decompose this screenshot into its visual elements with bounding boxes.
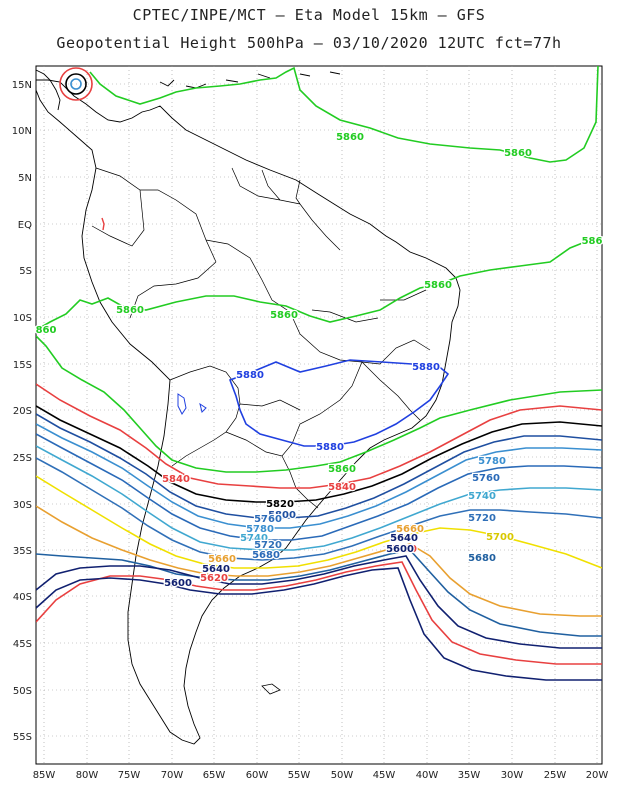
lon-tick-label: 80W <box>76 770 99 781</box>
contour-label: 5740 <box>468 491 496 502</box>
contour-label: 5700 <box>486 532 514 543</box>
lon-tick-label: 35W <box>458 770 481 781</box>
contour-label: 5780 <box>246 524 274 535</box>
coastline-south-america <box>36 79 461 745</box>
lat-tick-label: 35S <box>13 546 32 557</box>
contour-label: 5880 <box>316 442 344 453</box>
contour-label: 5600 <box>386 544 414 555</box>
lat-tick-label: 10N <box>12 126 32 137</box>
contour-5600 <box>36 567 602 681</box>
lon-tick-label: 25W <box>544 770 567 781</box>
lon-tick-label: 50W <box>331 770 354 781</box>
contour-labels: 5860 5860 586 5860 5860 5860 860 5860 5880 5880 58… <box>34 131 603 591</box>
contour-5740 <box>36 445 602 551</box>
contour-label: 5780 <box>478 456 506 467</box>
falkland-islands <box>261 683 281 695</box>
lake-titicaca <box>177 393 207 415</box>
contour-label: 5860 <box>504 148 532 159</box>
lon-tick-label: 20W <box>586 770 609 781</box>
lon-tick-label: 45W <box>373 770 396 781</box>
contour-5760 <box>36 433 602 541</box>
map-frame <box>35 65 603 765</box>
lat-tick-label: 5N <box>18 173 32 184</box>
contour-label: 5860 <box>336 132 364 143</box>
lat-tick-label: 45S <box>13 639 32 650</box>
contour-5660 <box>36 549 602 637</box>
lat-tick-label: 40S <box>13 592 32 603</box>
contour-label: 5860 <box>424 280 452 291</box>
contour-label: 5680 <box>252 550 280 561</box>
lat-tick-label: 5S <box>19 266 32 277</box>
lon-tick-label: 55W <box>288 770 311 781</box>
contour-label: 5820 <box>266 499 294 510</box>
contour-label: 5860 <box>328 464 356 475</box>
contour-label: 5620 <box>200 573 228 584</box>
contour-5780 <box>36 423 602 529</box>
contour-5860-south <box>36 335 602 473</box>
contour-high-center-outer <box>59 67 93 101</box>
contour-5700 <box>36 475 602 569</box>
contour-5680 <box>36 505 602 617</box>
contour-label: 5660 <box>208 554 236 565</box>
lat-tick-label: 55S <box>13 732 32 743</box>
latitude-labels: 15N 10N 5N EQ 5S 10S 15S 20S 25S 30S 35S 40S 45S 50S 5… <box>12 80 32 743</box>
galapagos-marker <box>101 217 105 231</box>
contour-5860-north <box>89 66 599 163</box>
lon-tick-label: 40W <box>416 770 439 781</box>
contour-label: 5880 <box>412 362 440 373</box>
contour-label: 5720 <box>468 513 496 524</box>
lon-tick-label: 65W <box>203 770 226 781</box>
contour-high-center-mid <box>65 73 87 95</box>
lon-tick-label: 85W <box>33 770 56 781</box>
contour-label: 5720 <box>254 540 282 551</box>
contour-label: 5800 <box>268 510 296 521</box>
lat-tick-label: 15S <box>13 360 32 371</box>
map-title-line1: CPTEC/INPE/MCT – Eta Model 15km – GFS <box>132 6 486 24</box>
contour-5880-brazil <box>228 359 450 447</box>
lat-tick-label: 15N <box>12 80 32 91</box>
contour-label: 5600 <box>164 578 192 589</box>
lon-tick-label: 75W <box>118 770 141 781</box>
contour-label: 5640 <box>202 564 230 575</box>
lat-tick-label: 30S <box>13 500 32 511</box>
contour-label: 5880 <box>236 370 264 381</box>
contour-label: 5760 <box>254 514 282 525</box>
contour-label: 5840 <box>162 474 190 485</box>
contour-label: 5860 <box>270 310 298 321</box>
contour-5840 <box>36 383 602 489</box>
lat-tick-label: 20S <box>13 406 32 417</box>
lat-tick-label: EQ <box>18 220 32 231</box>
contour-label: 5860 <box>116 305 144 316</box>
contour-label: 860 <box>36 325 57 336</box>
lon-tick-label: 70W <box>161 770 184 781</box>
lat-tick-label: 25S <box>13 453 32 464</box>
contour-5800 <box>36 413 602 519</box>
contour-high-center-inner <box>70 78 82 90</box>
contour-label: 5620 <box>389 544 417 555</box>
contour-label: 5660 <box>396 524 424 535</box>
contour-label: 586 <box>582 236 603 247</box>
contour-label: 5760 <box>472 473 500 484</box>
lat-tick-label: 50S <box>13 686 32 697</box>
contour-label: 5640 <box>390 533 418 544</box>
contour-label: 5680 <box>468 553 496 564</box>
contour-5860-central <box>36 239 602 331</box>
lon-tick-label: 60W <box>246 770 269 781</box>
contour-lines <box>36 66 602 681</box>
lon-tick-label: 30W <box>501 770 524 781</box>
contour-5820 <box>36 405 602 503</box>
contour-5720 <box>36 457 602 561</box>
contour-5620 <box>36 561 602 665</box>
contour-label: 5840 <box>328 482 356 493</box>
contour-label: 5740 <box>240 533 268 544</box>
map-title-line2: Geopotential Height 500hPa – 03/10/2020 … <box>56 34 562 52</box>
country-borders <box>91 167 431 509</box>
lat-tick-label: 10S <box>13 313 32 324</box>
longitude-labels: 85W 80W 75W 70W 65W 60W 55W 50W 45W 40W 35W 30W 25W 2… <box>33 770 609 781</box>
contour-5640 <box>36 555 602 649</box>
